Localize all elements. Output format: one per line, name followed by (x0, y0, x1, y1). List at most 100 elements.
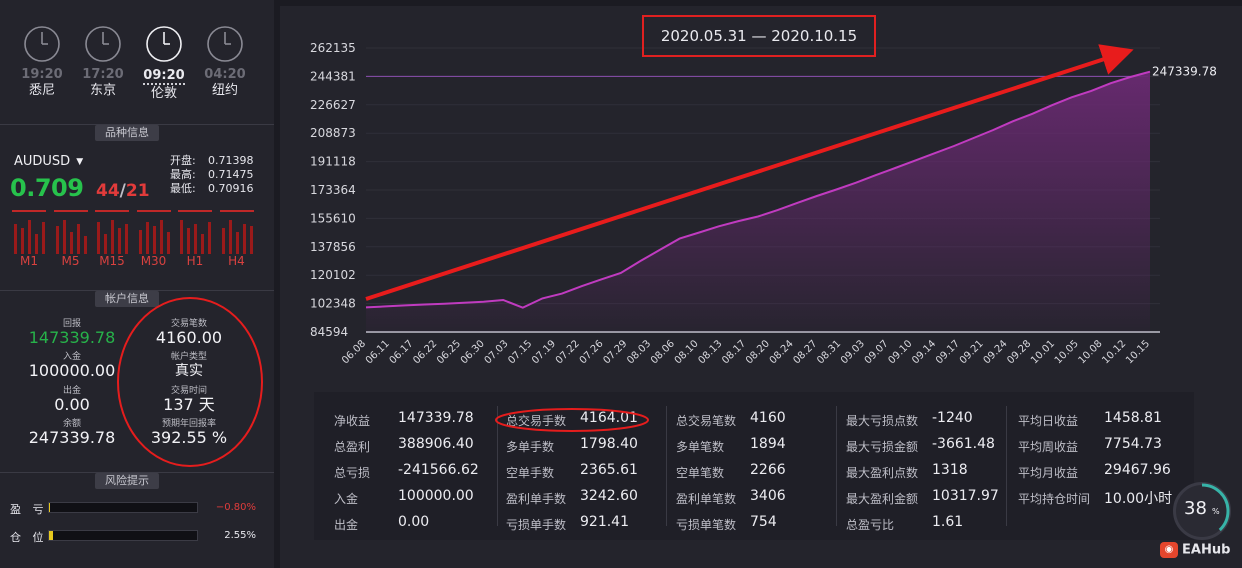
signal-bar (187, 228, 190, 254)
x-tick-label: 07.15 (506, 338, 534, 366)
deposit-value: 100000.00 (28, 361, 116, 380)
ohl-values: 开盘: 0.71398 最高: 0.71475 最低: 0.70916 (170, 154, 254, 196)
account-deposit: 入金 100000.00 (14, 349, 130, 380)
stat-value: 29467.96 (1104, 462, 1171, 478)
equity-chart: 262135 244381 226627 208873 191118 173364 1556… (310, 41, 1217, 366)
x-tick-label: 08.17 (720, 338, 748, 366)
signal-bar (138, 230, 142, 254)
stat-row: 总交易笔数 4160 (676, 410, 846, 430)
dropdown-caret-icon[interactable]: ▼ (76, 157, 84, 167)
statistics-panel: 净收益 147339.78 总盈利 388906.40 总亏损 -241566.62 入金 1… (314, 392, 1194, 540)
timeframe-label-m1[interactable]: M1 (20, 254, 38, 268)
x-tick-label: 07.03 (483, 338, 511, 366)
signal-bar (14, 224, 17, 254)
signal-bar (180, 220, 183, 254)
stat-row: 多单手数 1798.40 (506, 436, 676, 456)
annual-label: 预期年回报率 (161, 419, 216, 429)
timeframe-signal-bars (12, 210, 256, 254)
date-range: 2020.05.31 — 2020.10.15 (642, 15, 876, 57)
pnl-value: −0.80% (215, 502, 256, 513)
timeframe-bars-h4 (219, 210, 254, 254)
spread-b: 21 (125, 181, 150, 201)
duration-value: 137 天 (163, 395, 215, 414)
column-separator (497, 406, 498, 526)
withdraw-label: 出金 (62, 386, 81, 396)
withdraw-value: 0.00 (54, 395, 90, 414)
x-tick-label: 10.05 (1053, 338, 1081, 366)
usage-gauge: 38 % (1173, 482, 1231, 540)
spread-a: 44 (96, 181, 120, 201)
stat-row: 平均月收益 29467.96 (1018, 462, 1188, 482)
gauge-ring (1174, 483, 1230, 539)
high-value: 0.71475 (208, 168, 254, 181)
timeframe-label-h4[interactable]: H4 (228, 254, 245, 268)
stat-label: 最大盈利金额 (846, 492, 919, 506)
clock-3[interactable]: 04:20 纽约 (199, 24, 251, 99)
stat-label: 最大盈利点数 (846, 466, 919, 480)
stat-value: 10.00小时 (1104, 491, 1173, 507)
clock-2[interactable]: 09:20 伦敦 (138, 24, 190, 102)
column-separator (666, 406, 667, 526)
x-tick-label: 09.17 (934, 338, 962, 366)
position-bar-fill (49, 531, 54, 540)
x-tick-label: 08.03 (625, 338, 653, 366)
stat-label: 亏损单笔数 (676, 518, 737, 532)
pnl-bar-fill (49, 503, 51, 512)
pnl-label: 盈 亏 (10, 503, 48, 516)
stat-row: 最大亏损点数 -1240 (846, 410, 1016, 430)
signal-bar (28, 220, 31, 254)
x-tick-label: 09.24 (982, 338, 1010, 366)
stat-value: 1458.81 (1104, 410, 1162, 426)
column-separator (836, 406, 837, 526)
open-value: 0.71398 (208, 154, 254, 167)
stat-value: 1.61 (932, 514, 964, 530)
clock-time: 04:20 (204, 67, 246, 82)
account-trades: 交易笔数 4160.00 (132, 316, 246, 347)
y-tick-label: 226627 (310, 98, 356, 112)
y-tick-label: 173364 (310, 183, 356, 197)
symbol-selector[interactable]: AUDUSD ▼ (14, 154, 83, 169)
clock-icon (207, 26, 243, 62)
x-tick-label: 07.19 (530, 338, 558, 366)
x-tick-label: 10.01 (1029, 338, 1057, 366)
stat-label: 盈利单笔数 (676, 492, 737, 506)
stat-value: 0.00 (398, 514, 430, 530)
stat-value: 2266 (750, 462, 786, 478)
timeframe-label-m5[interactable]: M5 (61, 254, 80, 268)
trades-value: 4160.00 (155, 328, 223, 347)
stat-value: 4164.01 (580, 410, 638, 426)
x-tick-label: 08.24 (768, 338, 796, 366)
stat-value: 388906.40 (398, 436, 474, 452)
signal-bar (69, 232, 73, 254)
stat-label: 平均周收益 (1018, 440, 1079, 454)
balance-label: 余额 (62, 419, 81, 429)
stat-value: 3406 (750, 488, 786, 504)
stat-label: 总盈利 (334, 440, 371, 454)
brand-name: EAHub (1182, 542, 1231, 558)
stat-value: 3242.60 (580, 488, 638, 504)
clock-1[interactable]: 17:20 东京 (77, 24, 129, 99)
divider (0, 290, 274, 291)
stat-label: 多单笔数 (676, 440, 725, 454)
stat-label: 出金 (334, 518, 359, 532)
x-tick-label: 10.12 (1100, 338, 1128, 366)
x-tick-label: 06.25 (435, 338, 463, 366)
stat-label: 总盈亏比 (846, 518, 895, 532)
stat-row: 最大盈利点数 1318 (846, 462, 1016, 482)
timeframe-label-m15[interactable]: M15 (99, 254, 125, 268)
signal-bar (76, 224, 80, 254)
x-tick-label: 08.06 (649, 338, 677, 366)
stat-label: 亏损单手数 (506, 518, 567, 532)
account-duration: 交易时间 137 天 (132, 383, 246, 414)
x-tick-label: 09.28 (1005, 338, 1033, 366)
stat-row: 平均周收益 7754.73 (1018, 436, 1188, 456)
timeframe-label-m30[interactable]: M30 (140, 254, 167, 268)
brand-logo: ◉ EAHub (1160, 542, 1240, 562)
clock-0[interactable]: 19:20 悉尼 (16, 24, 68, 99)
bar-cap (95, 210, 129, 212)
stat-label: 平均持仓时间 (1018, 492, 1091, 506)
timeframe-label-h1[interactable]: H1 (186, 254, 204, 268)
x-tick-label: 08.31 (815, 338, 843, 366)
clock-city: 纽约 (211, 83, 238, 98)
stat-label: 空单手数 (506, 466, 555, 480)
